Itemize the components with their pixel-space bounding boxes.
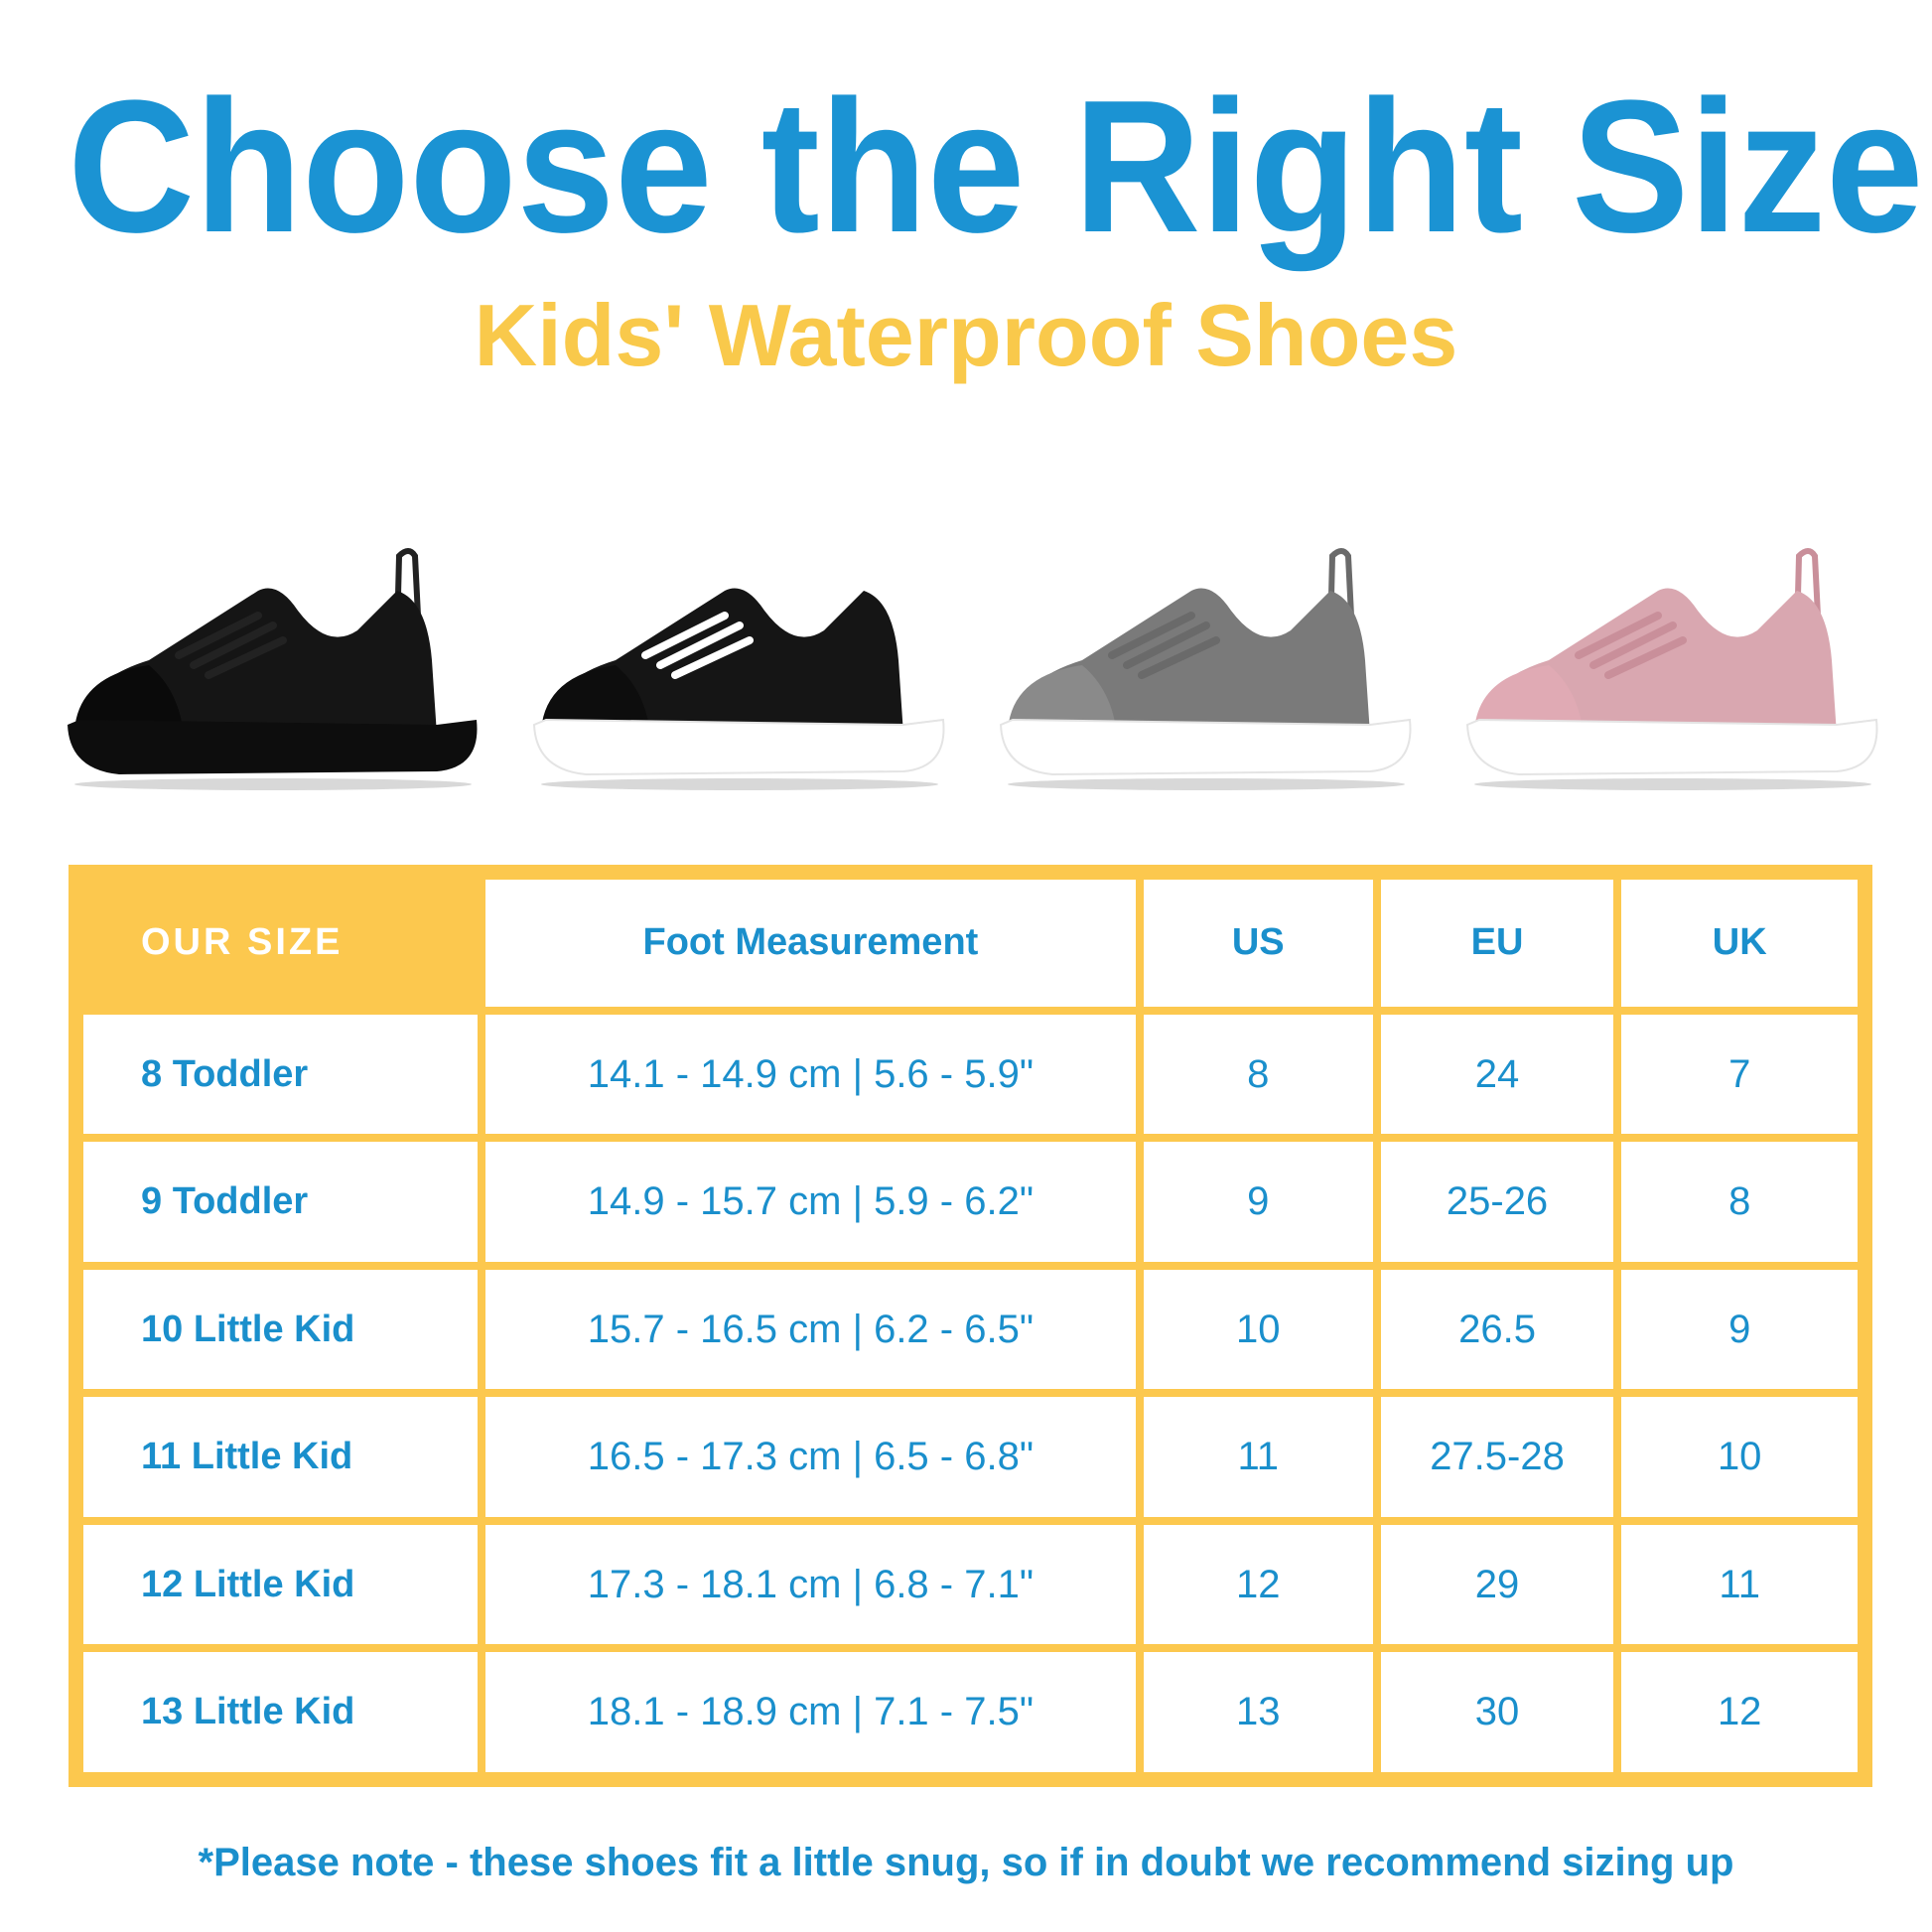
footnote: *Please note - these shoes fit a little … <box>198 1841 1734 1884</box>
cell-uk: 10 <box>1621 1397 1858 1517</box>
cell-foot-measurement: 17.3 - 18.1 cm | 6.8 - 7.1" <box>484 1524 1136 1645</box>
cell-our-size: 13 Little Kid <box>83 1652 478 1772</box>
cell-foot-measurement: 18.1 - 18.9 cm | 7.1 - 7.5" <box>484 1652 1136 1772</box>
cell-eu: 27.5-28 <box>1380 1397 1614 1517</box>
shoe-heel-tab <box>861 548 889 636</box>
shoe-toe-cap <box>1474 665 1584 735</box>
shoe-toe-cap <box>541 665 650 735</box>
shoe-sole <box>999 718 1412 776</box>
cell-uk: 8 <box>1621 1142 1858 1262</box>
footnote-wrap: *Please note - these shoes fit a little … <box>0 1835 1932 1890</box>
shoe-sole <box>68 720 478 774</box>
cell-uk: 11 <box>1621 1524 1858 1645</box>
shoe-shadow <box>541 778 938 790</box>
cell-our-size: 10 Little Kid <box>83 1269 478 1390</box>
cell-eu: 29 <box>1380 1524 1614 1645</box>
shoe-heel-tab <box>1794 548 1822 636</box>
header-uk: UK <box>1621 880 1858 1007</box>
shoe-sole <box>532 718 945 776</box>
shoe-laces <box>175 612 287 679</box>
shoe-shadow <box>1008 778 1405 790</box>
shoe-toe-cap <box>74 665 184 735</box>
shoe-sole <box>1465 718 1878 776</box>
cell-our-size: 12 Little Kid <box>83 1524 478 1645</box>
cell-uk: 7 <box>1621 1014 1858 1135</box>
cell-eu: 30 <box>1380 1652 1614 1772</box>
cell-our-size: 8 Toddler <box>83 1014 478 1135</box>
cell-us: 12 <box>1143 1524 1373 1645</box>
subtitle-wrap: Kids' Waterproof Shoes <box>0 286 1932 385</box>
cell-our-size: 9 Toddler <box>83 1142 478 1262</box>
cell-foot-measurement: 16.5 - 17.3 cm | 6.5 - 6.8" <box>484 1397 1136 1517</box>
cell-us: 8 <box>1143 1014 1373 1135</box>
cell-us: 10 <box>1143 1269 1373 1390</box>
shoe-image <box>532 548 945 790</box>
cell-eu: 25-26 <box>1380 1142 1614 1262</box>
shoe-gallery <box>60 541 1886 794</box>
cell-foot-measurement: 14.1 - 14.9 cm | 5.6 - 5.9" <box>484 1014 1136 1135</box>
shoe-laces <box>1108 612 1220 679</box>
shoe-image <box>999 548 1412 790</box>
shoe-laces <box>641 612 754 679</box>
header-eu: EU <box>1380 880 1614 1007</box>
shoe-shadow <box>1474 778 1871 790</box>
cell-our-size: 11 Little Kid <box>83 1397 478 1517</box>
cell-us: 13 <box>1143 1652 1373 1772</box>
title-wrap: Choose the Right Size <box>0 48 1932 286</box>
shoe-shadow <box>74 778 472 790</box>
header-foot-measurement: Foot Measurement <box>484 880 1136 1007</box>
header-our-size: OUR SIZE <box>83 880 478 1007</box>
cell-us: 9 <box>1143 1142 1373 1262</box>
shoe-image <box>68 548 478 790</box>
page-title: Choose the Right Size <box>68 62 1924 272</box>
cell-eu: 26.5 <box>1380 1269 1614 1390</box>
cell-eu: 24 <box>1380 1014 1614 1135</box>
cell-foot-measurement: 14.9 - 15.7 cm | 5.9 - 6.2" <box>484 1142 1136 1262</box>
header-us: US <box>1143 880 1373 1007</box>
size-chart-table: OUR SIZE Foot Measurement US EU UK 8 Toddler 1… <box>69 865 1872 1787</box>
shoe-toe-cap <box>1008 665 1117 735</box>
shoe-heel-tab <box>394 548 422 636</box>
cell-foot-measurement: 15.7 - 16.5 cm | 6.2 - 6.5" <box>484 1269 1136 1390</box>
shoe-heel-tab <box>1327 548 1355 636</box>
cell-uk: 9 <box>1621 1269 1858 1390</box>
cell-us: 11 <box>1143 1397 1373 1517</box>
page-subtitle: Kids' Waterproof Shoes <box>474 286 1458 384</box>
shoe-image <box>1465 548 1878 790</box>
cell-uk: 12 <box>1621 1652 1858 1772</box>
shoe-laces <box>1575 612 1687 679</box>
